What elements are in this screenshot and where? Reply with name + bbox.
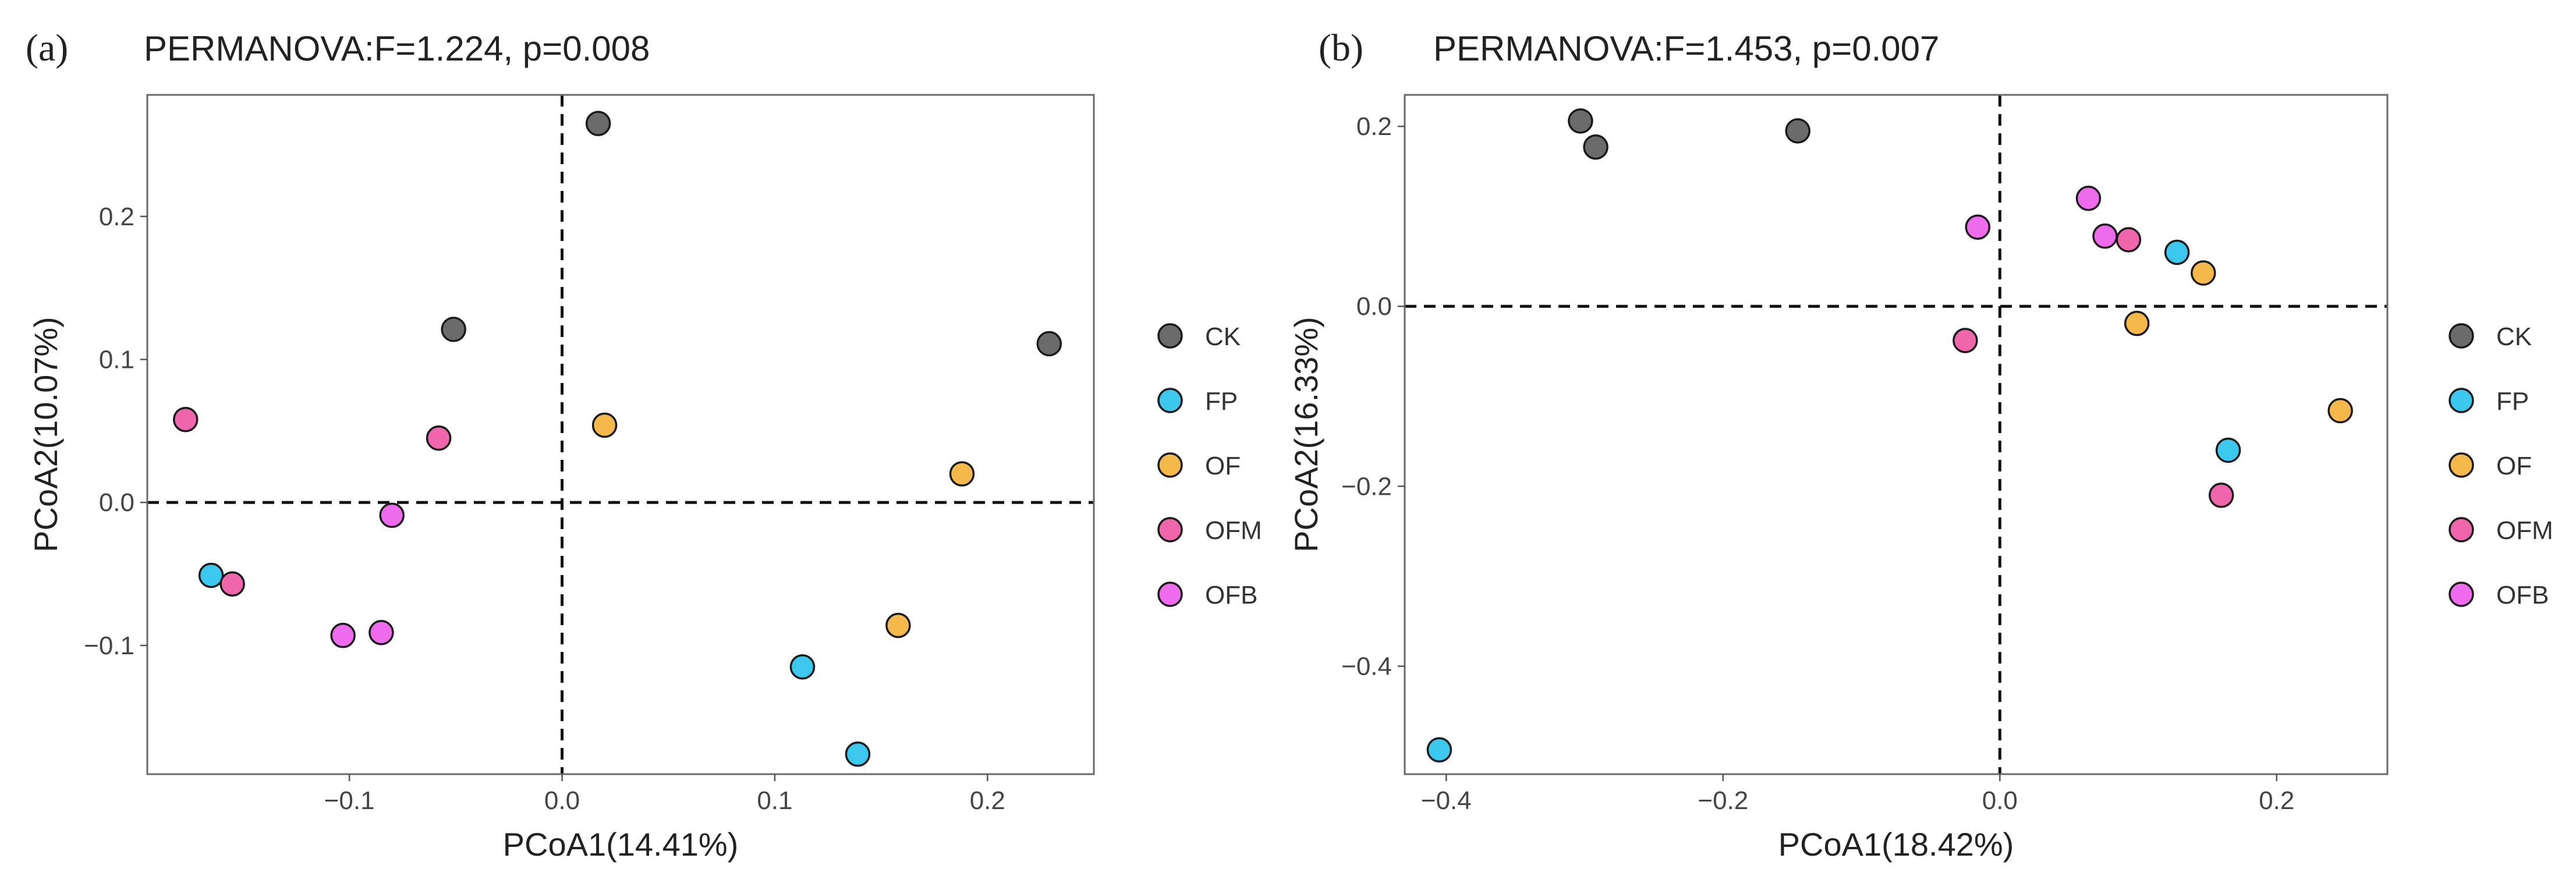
legend-label-ofm: OFM — [1205, 516, 1262, 545]
legend-marker-fp — [1157, 388, 1183, 413]
y-tick-label: −0.1 — [84, 632, 134, 660]
y-tick-label: 0.1 — [99, 346, 134, 374]
point-ofm-2 — [1953, 328, 1978, 353]
legend-marker-ck — [2449, 323, 2474, 349]
y-tick-label: 0.2 — [99, 203, 134, 231]
legend-label-fp: FP — [2496, 387, 2529, 416]
point-fp-3 — [1426, 737, 1452, 763]
legend-marker-of — [1157, 452, 1183, 478]
point-fp-1 — [198, 562, 224, 588]
x-tick-label: 0.0 — [1982, 786, 2018, 815]
point-ck-1 — [1568, 108, 1593, 134]
legend-marker-fp — [2449, 388, 2474, 413]
x-tick-label: −0.4 — [1421, 786, 1472, 815]
y-tick-label: −0.2 — [1341, 472, 1392, 501]
point-of-2 — [949, 461, 975, 487]
legend-marker-ofm — [1157, 517, 1183, 542]
legend-marker-ck — [1157, 323, 1183, 349]
point-of-3 — [2327, 398, 2353, 424]
point-fp-2 — [789, 654, 816, 680]
legend-label-ofb: OFB — [1205, 581, 1257, 609]
point-ofm-1 — [173, 406, 199, 432]
point-ck-3 — [1036, 331, 1062, 357]
y-axis-label: PCoA2(10.07%) — [27, 317, 64, 552]
legend-label-ofb: OFB — [2496, 581, 2549, 609]
chart-panel-2: (b) PERMANOVA:F=1.453, p=0.007 −0.4 −0.2 0.0… — [1288, 27, 2553, 863]
legend-marker-of — [2449, 452, 2474, 478]
point-ck-2 — [1583, 134, 1608, 160]
point-fp-2 — [2215, 437, 2241, 463]
x-tick-label: 0.2 — [2259, 786, 2294, 815]
point-ofm-3 — [219, 571, 245, 597]
point-ofb-2 — [2092, 223, 2118, 249]
panel-label: (b) — [1319, 27, 1363, 69]
x-axis-label: PCoA1(18.42%) — [1778, 826, 2014, 863]
point-fp-1 — [2164, 239, 2190, 265]
x-axis-label: PCoA1(14.41%) — [503, 826, 739, 863]
legend-label-of: OF — [2496, 452, 2532, 480]
point-ofm-3 — [2208, 483, 2234, 508]
chart-title: PERMANOVA:F=1.224, p=0.008 — [144, 29, 650, 68]
legend-label-ck: CK — [1205, 322, 1241, 351]
point-ck-3 — [1785, 118, 1810, 144]
panel-label: (a) — [26, 27, 68, 69]
point-ck-1 — [585, 111, 611, 136]
legend-marker-ofm — [2449, 517, 2474, 542]
legend-marker-ofb — [2449, 581, 2474, 607]
point-fp-3 — [845, 741, 871, 767]
chart-title: PERMANOVA:F=1.453, p=0.007 — [1433, 29, 1939, 68]
legend-label-ck: CK — [2496, 322, 2532, 351]
x-tick-label: −0.1 — [324, 786, 375, 815]
chart-panel-1: (a) PERMANOVA:F=1.224, p=0.008 −0.1 0.0 0.1 0… — [26, 27, 1262, 863]
point-of-3 — [885, 612, 911, 639]
legend-label-of: OF — [1205, 452, 1241, 480]
point-of-2 — [2124, 310, 2150, 336]
x-tick-label: 0.0 — [544, 786, 580, 815]
plot-frame — [1404, 94, 2389, 775]
y-tick-label: 0.0 — [1356, 292, 1392, 321]
point-ofb-3 — [368, 620, 394, 646]
legend-marker-ofb — [1157, 581, 1183, 607]
point-of-1 — [2191, 260, 2216, 286]
x-tick-label: 0.2 — [970, 786, 1005, 815]
point-ck-2 — [441, 317, 466, 342]
y-tick-label: 0.2 — [1356, 112, 1392, 141]
legend-label-ofm: OFM — [2496, 516, 2553, 545]
x-tick-label: −0.2 — [1698, 786, 1748, 815]
point-ofb-2 — [330, 622, 356, 648]
y-tick-label: −0.4 — [1341, 653, 1392, 681]
point-of-1 — [591, 412, 618, 438]
plot-frame — [146, 94, 1095, 775]
point-ofm-2 — [426, 425, 452, 451]
point-ofb-1 — [379, 502, 405, 529]
point-ofb-1 — [2075, 186, 2102, 211]
point-ofm-1 — [2116, 227, 2142, 253]
x-tick-label: 0.1 — [757, 786, 792, 815]
y-tick-label: 0.0 — [99, 488, 134, 517]
point-ofb-3 — [1965, 214, 1991, 240]
legend-label-fp: FP — [1205, 387, 1238, 416]
y-axis-label: PCoA2(16.33%) — [1288, 317, 1324, 552]
